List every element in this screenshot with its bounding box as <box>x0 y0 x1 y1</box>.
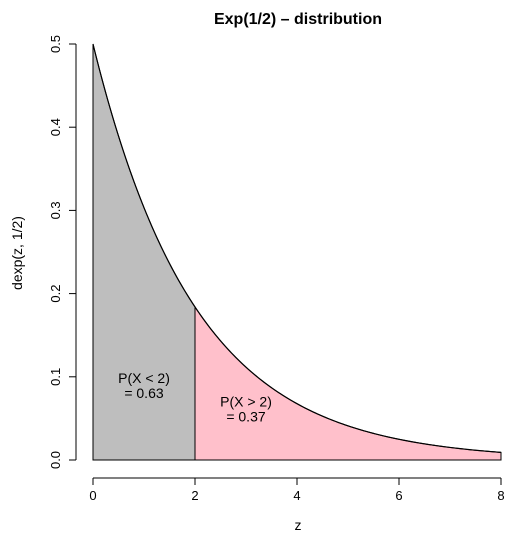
x-tick-label-6: 6 <box>395 488 402 503</box>
annotation-1-line1: P(X < 2) <box>118 370 170 386</box>
x-tick-label-4: 4 <box>293 488 300 503</box>
annotations: P(X < 2)= 0.63 P(X > 2)= 0.37 <box>118 370 272 424</box>
annotation-2-line1: P(X > 2) <box>220 393 272 409</box>
chart-title: Exp(1/2) – distribution <box>214 11 382 28</box>
region-2 <box>194 305 502 461</box>
axes: 0 2 4 6 8 0.0 0.1 0.2 0.3 0.4 0.5 <box>48 35 505 503</box>
annotation-1-line2: = 0.63 <box>124 385 164 401</box>
y-tick-label-2: 0.2 <box>48 285 63 303</box>
x-tick-label-0: 0 <box>89 488 96 503</box>
x-tick-label-8: 8 <box>497 488 504 503</box>
y-tick-label-5: 0.5 <box>48 35 63 53</box>
y-tick-label-0: 0.0 <box>48 451 63 469</box>
y-tick-label-4: 0.4 <box>48 118 63 136</box>
y-tick-label-1: 0.1 <box>48 368 63 386</box>
x-axis-label: z <box>295 517 302 533</box>
density-curve <box>92 43 502 453</box>
y-axis-label: dexp(z, 1/2) <box>9 216 25 290</box>
annotation-2-line2: = 0.37 <box>226 408 266 424</box>
x-tick-label-2: 2 <box>191 488 198 503</box>
y-tick-label-3: 0.3 <box>48 201 63 219</box>
